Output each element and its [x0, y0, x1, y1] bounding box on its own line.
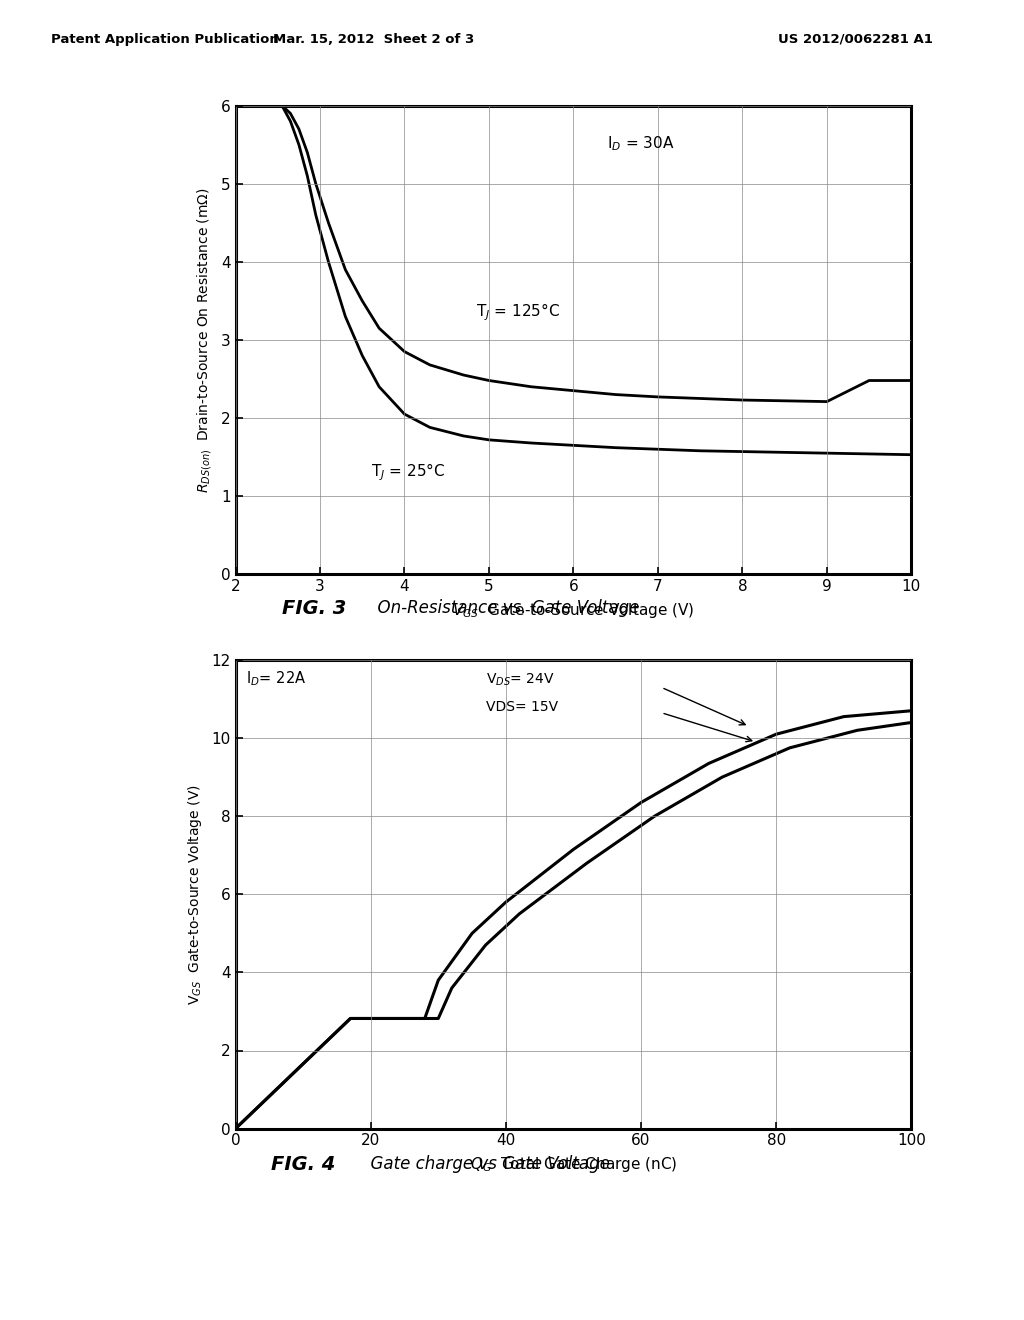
X-axis label: $Q_G$  Total Gate Charge (nC): $Q_G$ Total Gate Charge (nC)	[470, 1155, 677, 1175]
Text: US 2012/0062281 A1: US 2012/0062281 A1	[778, 33, 933, 46]
Text: FIG. 4: FIG. 4	[271, 1155, 336, 1173]
Y-axis label: $R_{DS(on)}$  Drain-to-Source On Resistance (mΩ): $R_{DS(on)}$ Drain-to-Source On Resistan…	[195, 187, 214, 492]
Text: VDS= 15V: VDS= 15V	[485, 700, 558, 714]
Text: FIG. 3: FIG. 3	[282, 599, 346, 618]
Text: Gate charge vs Gate Voltage: Gate charge vs Gate Voltage	[360, 1155, 610, 1173]
Text: V$_{DS}$= 24V: V$_{DS}$= 24V	[485, 672, 554, 688]
Text: Patent Application Publication: Patent Application Publication	[51, 33, 279, 46]
Text: T$_J$ = 25°C: T$_J$ = 25°C	[371, 462, 445, 483]
X-axis label: $V_{GS}$  Gate-to-Source Voltage (V): $V_{GS}$ Gate-to-Source Voltage (V)	[453, 601, 694, 620]
Y-axis label: V$_{GS}$  Gate-to-Source Voltage (V): V$_{GS}$ Gate-to-Source Voltage (V)	[186, 784, 205, 1005]
Text: Mar. 15, 2012  Sheet 2 of 3: Mar. 15, 2012 Sheet 2 of 3	[273, 33, 474, 46]
Text: T$_J$ = 125°C: T$_J$ = 125°C	[476, 301, 560, 323]
Text: I$_D$ = 30A: I$_D$ = 30A	[607, 135, 675, 153]
Text: I$_D$= 22A: I$_D$= 22A	[246, 669, 306, 688]
Text: On-Resistance vs. Gate Voltage: On-Resistance vs. Gate Voltage	[367, 599, 639, 618]
